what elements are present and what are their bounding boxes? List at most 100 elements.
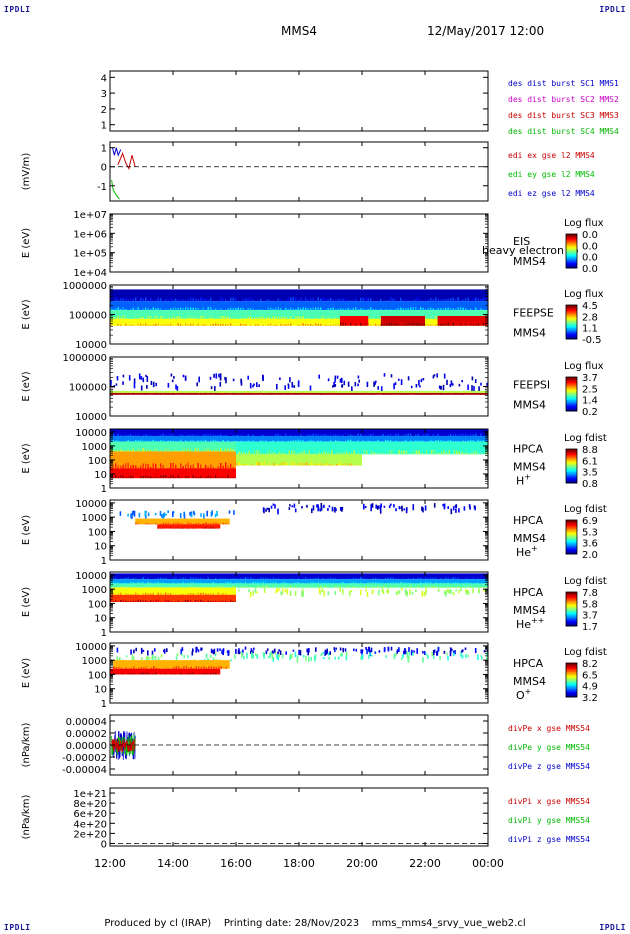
colorbar-segment [566,253,577,256]
spectral-band-1-texture [265,582,267,584]
spectral-band-4 [251,652,253,658]
spectral-band-0-texture [425,299,427,302]
spectral-band-1-texture [272,582,274,584]
colorbar-segment [566,611,577,614]
spectral-band-4 [341,653,343,657]
spectral-band-0-texture [235,435,237,436]
spectral-band-1-texture [260,440,262,442]
spectral-band-1-texture [187,441,189,442]
spectral-band-0 [285,651,287,655]
colorbar-segment [566,597,577,600]
spectral-band-1-texture [425,582,427,584]
spectral-band-0-texture [225,435,227,436]
spectral-band-4-texture [232,467,234,469]
spectral-band-3-texture [180,594,182,595]
spectral-band-1-texture [350,439,352,442]
colorbar-segment [566,392,577,395]
spectral-band-1-texture [222,392,224,393]
spectral-band-3 [328,505,331,508]
spectral-band-0 [193,510,195,514]
spectral-band-6-texture [268,463,270,466]
spectral-band-3 [371,503,374,508]
spectral-band-0-texture [122,578,124,580]
spectral-band-1-texture [252,308,254,310]
spectral-band-4-texture [185,600,187,602]
spectral-band-3-texture [401,451,403,455]
spectral-band-1-texture [460,441,462,442]
spectral-band-5-texture [220,477,222,479]
spectral-band-0-texture [180,299,182,302]
spectral-band-0-texture [127,577,129,580]
spectral-band-0-texture [355,298,357,302]
spectral-band-0-texture [175,298,177,302]
spacecraft-label: MMS4 [513,604,546,617]
spectral-band-0 [195,646,197,653]
colorbar-segment [566,389,577,392]
spectral-band-3-texture [147,672,149,675]
spacecraft-label: MMS4 [513,255,546,268]
spectral-band-0 [334,375,337,381]
spectral-band-2-texture [182,527,184,529]
spectral-band-4-texture [230,599,232,602]
spectral-band-2-texture [485,587,487,588]
spectral-band-4-texture [145,600,147,602]
spectral-band-1-texture [355,307,357,311]
legend-entry: des dist burst SC1 MMS1 [508,79,619,88]
colorbar-segment [566,246,577,249]
spectral-band-2-texture [150,449,152,452]
spectral-band-3-texture [421,453,423,455]
spacecraft-label: MMS4 [513,461,546,474]
spectral-band-1-texture [402,582,404,584]
spectral-band-0 [422,651,424,654]
spectral-band-0-texture [457,577,459,580]
spectral-band-3-texture [313,453,315,455]
colorbar-segment [566,473,577,475]
spectral-band-1-texture [190,307,192,311]
y-tick-label: 10000 [75,571,107,582]
spectral-band-0-texture [285,300,287,302]
spectral-band-2-texture [445,394,447,395]
colorbar-segment [566,475,577,478]
spectral-band-0 [200,513,202,517]
y-tick-label: 10 [94,542,107,553]
spectral-band-1-texture [312,307,314,311]
spectral-band-2-texture [435,316,437,319]
spectral-band-0 [297,381,300,387]
spectral-band-0-texture [460,299,462,302]
y-tick-label: 1e+05 [73,249,107,260]
spectral-band-2-texture [217,586,219,588]
spectral-band-0 [461,649,464,652]
colorbar-segment [566,470,577,473]
spectral-band-1-texture [327,582,329,584]
spectral-band-3-texture [220,594,222,595]
spectral-band-2-texture [213,666,215,669]
spectral-band-3-texture [117,673,119,675]
spectral-band-2-texture [400,587,402,588]
spectral-band-5-texture [410,322,413,326]
spectral-band-1-texture [452,441,454,442]
spectral-band-1-texture [335,309,337,310]
spectral-band-0-texture [372,433,374,436]
spectral-band-2-texture [317,317,319,319]
spectral-band-1-texture [440,582,442,584]
spectral-band-2-texture [175,586,177,588]
spectral-band-0-texture [195,435,197,436]
spectral-band-4-texture [150,466,152,469]
spectral-band-4-texture [212,466,214,469]
spectral-band-0-texture [422,578,424,580]
datetime-title: 12/May/2017 12:00 [427,24,545,38]
spectral-band-2-texture [230,318,232,319]
spectral-band-2-texture [193,668,195,669]
spectral-band-1-texture [355,582,357,584]
spectral-band-0-texture [232,297,234,302]
spectral-band-2-texture [147,586,149,588]
legend-entry: divPe z gse MMS54 [508,762,590,771]
colorbar-segment [566,675,577,678]
spectral-band-1-texture [470,308,472,311]
spectral-band-6 [236,454,362,466]
spectral-band-3 [317,504,319,508]
spectral-band-3-texture [230,323,232,326]
spectral-band-1-texture [465,392,467,393]
spectral-band-0 [458,383,461,387]
spectral-band-1-texture [145,307,147,311]
